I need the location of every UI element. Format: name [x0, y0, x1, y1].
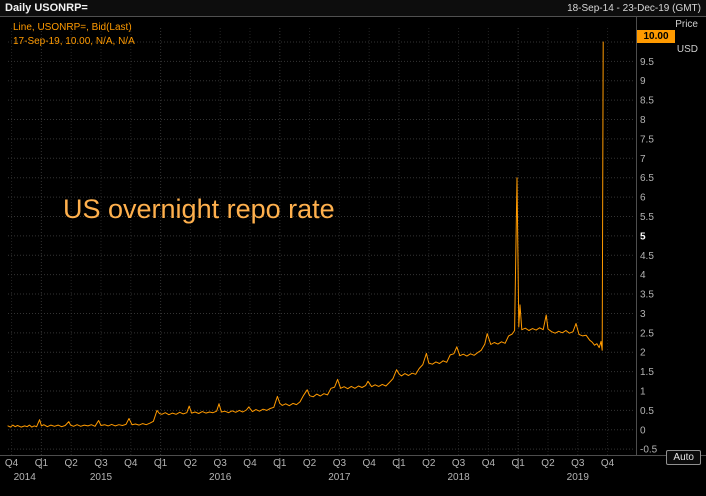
title-bar: Daily USONRP= 18-Sep-14 - 23-Dec-19 (GMT…: [0, 0, 706, 17]
y-axis-tick-label: 5: [640, 231, 646, 242]
x-axis-quarter-label: Q3: [571, 458, 585, 469]
x-axis-quarter-label: Q3: [333, 458, 347, 469]
x-axis-quarter-label: Q3: [94, 458, 108, 469]
chart-title: Daily USONRP=: [5, 2, 88, 14]
x-axis-quarter-label: Q4: [5, 458, 19, 469]
x-axis-quarter-label: Q4: [124, 458, 138, 469]
date-range-label: 18-Sep-14 - 23-Dec-19 (GMT): [567, 2, 701, 14]
y-axis-tick-label: 9: [640, 76, 646, 87]
auto-scale-button[interactable]: Auto: [666, 450, 701, 465]
price-axis-title: Price: [675, 19, 698, 30]
legend-series-label[interactable]: Line, USONRP=, Bid(Last): [13, 22, 132, 33]
y-axis-tick-label: 9.5: [640, 57, 654, 68]
x-axis-quarter-label: Q2: [303, 458, 317, 469]
x-axis-quarter-label: Q2: [541, 458, 555, 469]
y-axis-tick-label: 3: [640, 309, 646, 320]
legend: Line, USONRP=, Bid(Last) 17-Sep-19, 10.0…: [13, 21, 135, 49]
legend-values-label: 17-Sep-19, 10.00, N/A, N/A: [13, 36, 135, 47]
y-axis-tick-label: 3.5: [640, 290, 654, 301]
y-axis-tick-label: 1: [640, 387, 646, 398]
x-axis-quarter-label: Q2: [65, 458, 79, 469]
y-axis-tick-label: 0: [640, 425, 646, 436]
x-axis-quarter-label: Q3: [214, 458, 228, 469]
y-axis-tick-label: 2: [640, 348, 646, 359]
x-axis-quarter-label: Q4: [363, 458, 377, 469]
x-axis-quarter-label: Q2: [184, 458, 198, 469]
x-axis-quarter-label: Q4: [243, 458, 257, 469]
y-axis-tick-label: 5.5: [640, 212, 654, 223]
price-line: [7, 41, 604, 428]
chart-annotation[interactable]: US overnight repo rate: [63, 194, 335, 224]
x-axis-quarter-label: Q3: [452, 458, 466, 469]
y-axis-tick-label: 2.5: [640, 328, 654, 339]
currency-label: USD: [676, 44, 698, 55]
x-axis-quarter-label: Q2: [422, 458, 436, 469]
x-axis-quarter-label: Q4: [601, 458, 615, 469]
chart-plot-area[interactable]: [8, 28, 635, 455]
x-axis-year-label: 2016: [209, 472, 232, 483]
x-axis-year-label: 2014: [14, 472, 37, 483]
x-axis-quarter-label: Q4: [482, 458, 496, 469]
x-axis-year-label: 2018: [447, 472, 470, 483]
x-axis-year-label: 2015: [90, 472, 113, 483]
y-axis-tick-label: 6.5: [640, 173, 654, 184]
last-price-badge: 10.00: [637, 30, 675, 43]
y-axis-tick-label: 0.5: [640, 406, 654, 417]
x-axis-year-label: 2017: [328, 472, 351, 483]
y-axis-tick-label: 7: [640, 154, 646, 165]
y-axis-tick-label: 4.5: [640, 251, 654, 262]
y-axis-tick-label: 8: [640, 115, 646, 126]
y-axis-tick-label: 6: [640, 193, 646, 204]
y-axis-tick-label: -0.5: [640, 445, 658, 456]
y-axis-tick-label: 1.5: [640, 367, 654, 378]
y-axis-tick-label: 8.5: [640, 96, 654, 107]
y-axis-tick-label: 4: [640, 270, 646, 281]
x-axis-year-label: 2019: [567, 472, 590, 483]
y-axis-tick-label: 7.5: [640, 134, 654, 145]
